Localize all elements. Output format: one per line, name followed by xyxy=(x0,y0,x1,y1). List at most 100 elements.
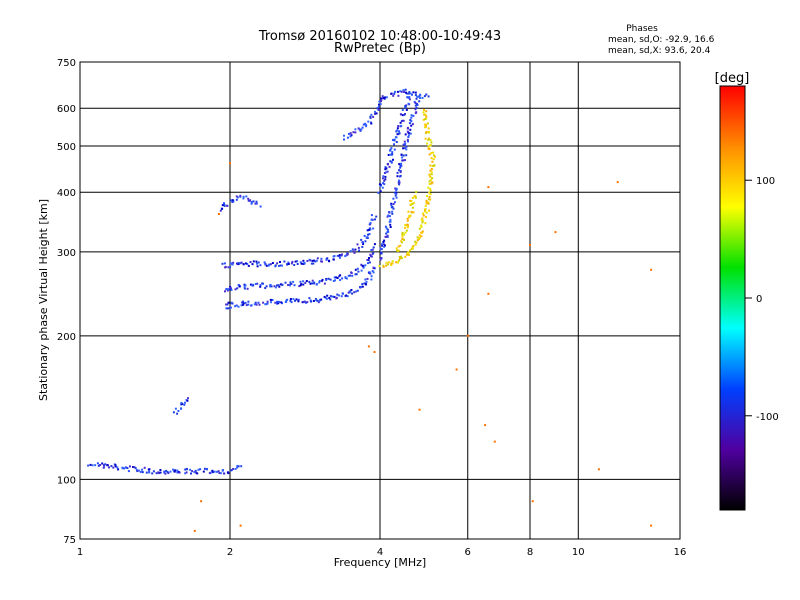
data-point xyxy=(277,302,280,305)
data-point xyxy=(395,247,398,250)
data-point xyxy=(141,468,143,471)
data-point xyxy=(385,96,388,99)
data-point xyxy=(143,466,146,469)
data-point xyxy=(237,262,240,265)
data-point xyxy=(270,301,272,304)
data-point xyxy=(361,264,364,267)
data-point xyxy=(395,261,398,264)
data-point xyxy=(236,464,239,467)
data-point xyxy=(254,301,257,304)
data-point xyxy=(327,277,330,280)
data-point xyxy=(650,524,653,527)
data-point xyxy=(409,128,412,131)
data-point xyxy=(360,269,363,272)
chart-subtitle: RwPretec (Bp) xyxy=(334,41,426,56)
data-point xyxy=(247,197,250,200)
data-point xyxy=(320,298,323,301)
data-point xyxy=(229,285,232,288)
data-points xyxy=(87,88,653,532)
data-point xyxy=(257,301,260,304)
data-point xyxy=(296,260,299,263)
data-point xyxy=(265,264,268,267)
data-point xyxy=(402,154,405,157)
data-point xyxy=(355,273,358,276)
data-point xyxy=(370,214,373,217)
data-point xyxy=(357,127,360,130)
data-point xyxy=(293,264,296,266)
data-point xyxy=(400,162,403,165)
data-point xyxy=(416,102,418,105)
data-point xyxy=(106,464,109,467)
data-point xyxy=(344,276,347,279)
data-point xyxy=(429,169,432,172)
data-point xyxy=(227,301,230,304)
data-point xyxy=(493,440,496,443)
data-point xyxy=(155,472,158,475)
data-point xyxy=(390,202,393,205)
data-point xyxy=(348,132,350,135)
data-point xyxy=(230,288,233,291)
data-point xyxy=(367,262,369,265)
data-point xyxy=(419,97,421,99)
x-tick-label: 8 xyxy=(527,547,533,558)
data-point xyxy=(427,202,430,205)
data-point xyxy=(180,401,183,404)
data-point xyxy=(383,245,386,248)
data-point xyxy=(373,243,376,246)
data-point xyxy=(372,227,375,230)
data-point xyxy=(271,262,274,264)
data-point xyxy=(305,280,308,282)
data-point xyxy=(401,241,403,244)
data-point xyxy=(338,294,340,297)
data-point xyxy=(372,115,375,118)
data-point xyxy=(487,186,490,189)
data-point xyxy=(416,236,419,239)
data-point xyxy=(411,247,414,250)
data-point xyxy=(250,202,253,205)
data-point xyxy=(425,125,427,128)
data-point xyxy=(420,218,423,221)
x-tick-label: 6 xyxy=(465,547,471,558)
data-point xyxy=(388,215,391,218)
data-point xyxy=(252,200,255,203)
data-point xyxy=(616,181,619,184)
data-point xyxy=(226,204,229,207)
data-point xyxy=(132,466,135,468)
data-point xyxy=(227,288,230,291)
data-point xyxy=(429,193,432,196)
data-point xyxy=(235,198,238,201)
data-point xyxy=(420,224,423,227)
data-point xyxy=(329,278,332,281)
data-point xyxy=(279,283,282,286)
data-point xyxy=(286,263,289,266)
data-point xyxy=(396,133,399,136)
data-point xyxy=(349,132,352,135)
data-point xyxy=(124,466,127,469)
data-point xyxy=(311,259,314,262)
data-point xyxy=(393,92,396,95)
x-tick-label: 16 xyxy=(674,547,687,558)
data-point xyxy=(136,469,138,472)
data-point xyxy=(159,469,162,471)
data-point xyxy=(361,285,364,288)
data-point xyxy=(353,291,356,294)
data-point xyxy=(402,159,405,162)
data-point xyxy=(318,281,321,284)
data-point xyxy=(429,139,432,142)
data-point xyxy=(400,240,403,243)
data-point xyxy=(314,260,317,263)
data-point xyxy=(250,201,253,204)
data-point xyxy=(223,204,226,207)
data-point xyxy=(396,261,399,264)
data-point xyxy=(306,301,309,304)
data-point xyxy=(255,200,258,203)
data-point xyxy=(404,106,407,109)
data-point xyxy=(269,283,272,286)
data-point xyxy=(244,301,247,304)
data-point xyxy=(414,108,417,111)
data-point xyxy=(405,148,408,151)
data-point xyxy=(397,245,400,248)
data-point xyxy=(270,285,273,288)
data-point xyxy=(387,154,390,156)
data-point xyxy=(249,261,252,263)
